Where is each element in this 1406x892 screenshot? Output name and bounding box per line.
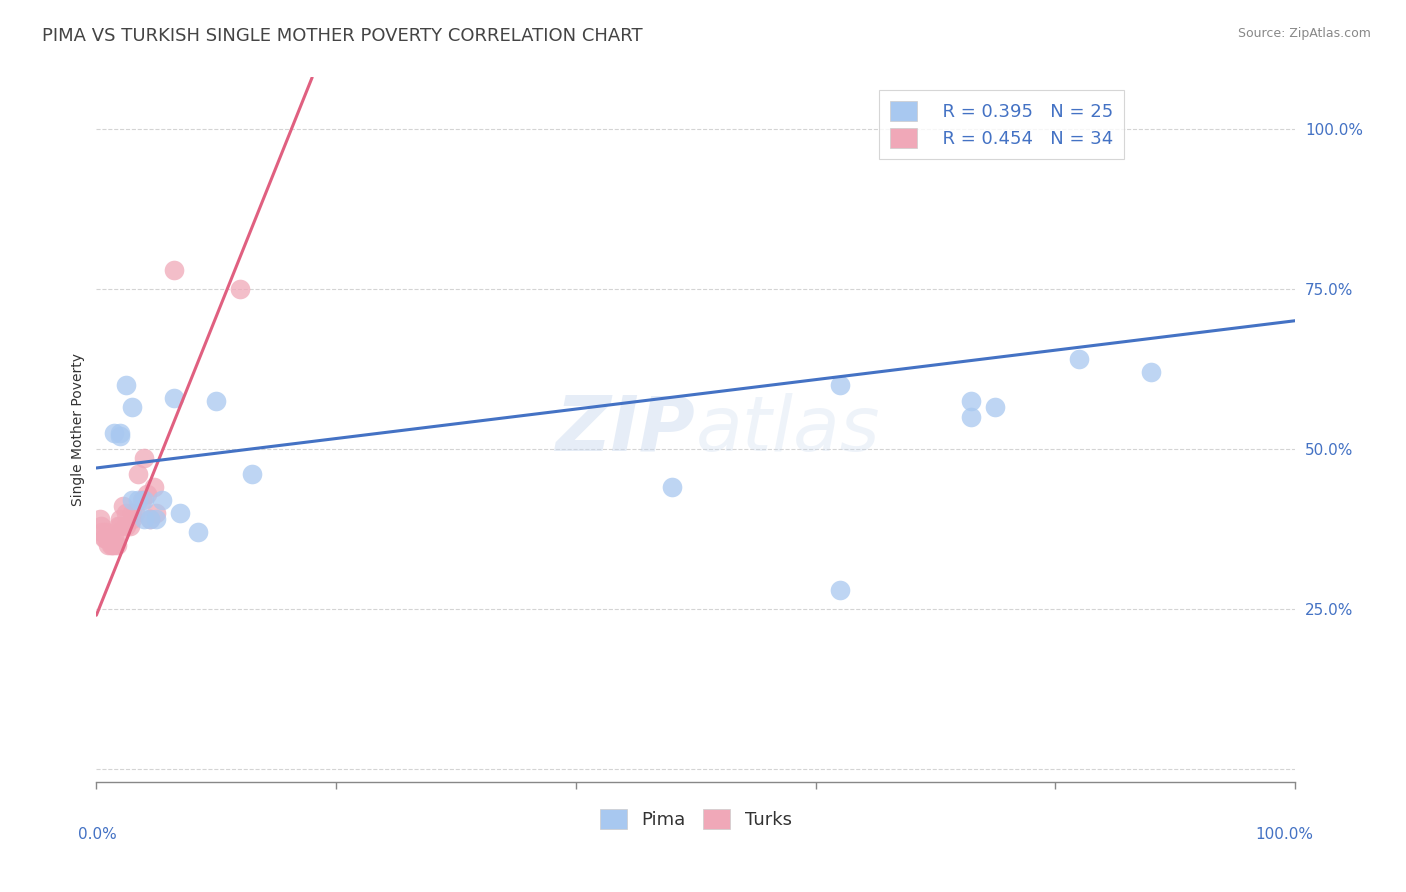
Text: PIMA VS TURKISH SINGLE MOTHER POVERTY CORRELATION CHART: PIMA VS TURKISH SINGLE MOTHER POVERTY CO… [42, 27, 643, 45]
Point [134, 512, 156, 526]
Point [115, 518, 138, 533]
Point [110, 518, 132, 533]
Point [96, 532, 118, 546]
Point [145, 506, 167, 520]
Point [90, 518, 112, 533]
Point [118, 518, 141, 533]
Point [1140, 365, 1163, 379]
Point [103, 532, 125, 546]
Point [121, 512, 143, 526]
Point [91, 524, 114, 539]
Point [111, 500, 134, 514]
Point [103, 538, 125, 552]
Point [110, 512, 132, 526]
Point [828, 377, 851, 392]
Point [135, 486, 157, 500]
Text: ZIP: ZIP [555, 392, 696, 467]
Point [105, 538, 128, 552]
Point [107, 518, 129, 533]
Point [121, 400, 143, 414]
Point [89, 512, 111, 526]
Point [110, 524, 132, 539]
Point [93, 532, 115, 546]
Point [100, 538, 122, 552]
Point [984, 400, 1007, 414]
Point [97, 532, 120, 546]
Point [1069, 352, 1091, 367]
Point [103, 425, 125, 440]
Point [142, 480, 165, 494]
Point [828, 582, 851, 597]
Point [139, 512, 162, 526]
Y-axis label: Single Mother Poverty: Single Mother Poverty [72, 353, 86, 506]
Text: atlas: atlas [696, 392, 880, 467]
Point [94, 524, 117, 539]
Point [127, 467, 149, 482]
Point [960, 393, 983, 408]
Point [139, 512, 162, 526]
Text: 0.0%: 0.0% [79, 828, 117, 842]
Point [187, 524, 209, 539]
Point [661, 480, 683, 494]
Point [145, 512, 167, 526]
Point [124, 506, 146, 520]
Point [229, 282, 252, 296]
Point [240, 467, 263, 482]
Point [93, 532, 115, 546]
Point [101, 538, 124, 552]
Point [110, 425, 132, 440]
Point [150, 493, 173, 508]
Point [127, 493, 149, 508]
Legend: Pima, Turks: Pima, Turks [592, 802, 799, 836]
Point [121, 506, 143, 520]
Point [131, 493, 153, 508]
Text: Source: ZipAtlas.com: Source: ZipAtlas.com [1237, 27, 1371, 40]
Point [169, 506, 191, 520]
Point [163, 262, 186, 277]
Point [115, 506, 138, 520]
Point [163, 391, 186, 405]
Point [121, 493, 143, 508]
Point [960, 409, 983, 424]
Point [115, 377, 138, 392]
Point [134, 493, 156, 508]
Point [205, 393, 228, 408]
Point [110, 429, 132, 443]
Point [134, 451, 156, 466]
Text: 100.0%: 100.0% [1256, 828, 1313, 842]
Point [97, 538, 120, 552]
